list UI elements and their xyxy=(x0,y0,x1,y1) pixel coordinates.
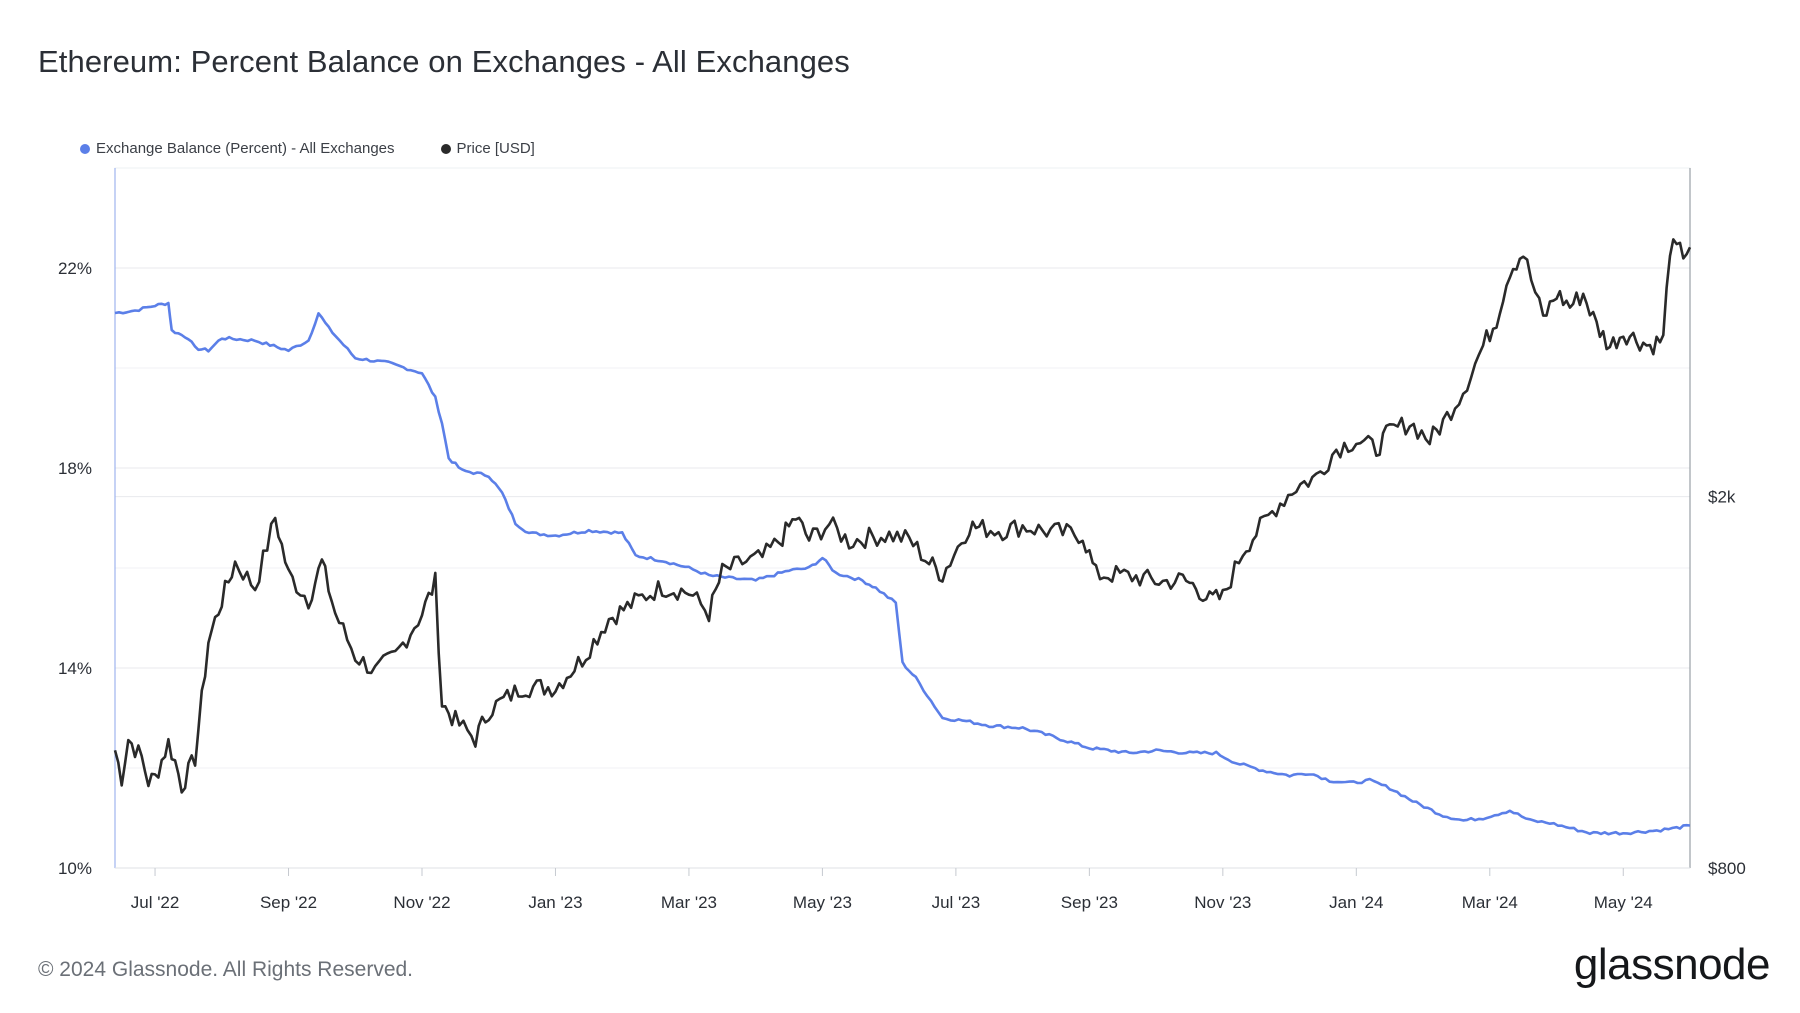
x-tick-label: Nov '22 xyxy=(393,893,450,912)
series-line-exchange-balance xyxy=(114,301,1691,836)
chart-title: Ethereum: Percent Balance on Exchanges -… xyxy=(38,44,850,79)
x-tick-label: Nov '23 xyxy=(1194,893,1251,912)
x-tick-label: Jul '22 xyxy=(131,893,180,912)
y-left-tick-label: 18% xyxy=(58,459,92,478)
legend-dot-icon xyxy=(80,143,90,154)
legend-label: Price [USD] xyxy=(456,140,535,157)
x-tick-label: May '23 xyxy=(793,893,852,912)
y-left-tick-label: 14% xyxy=(58,659,92,678)
legend-item-exchange-balance[interactable]: Exchange Balance (Percent) - All Exchang… xyxy=(80,140,395,157)
x-tick-label: Mar '24 xyxy=(1462,893,1518,912)
glassnode-logo[interactable]: glassnode xyxy=(1573,940,1771,989)
x-tick-label: Sep '23 xyxy=(1061,893,1118,912)
y-left-tick-label: 22% xyxy=(58,259,92,278)
x-tick-label: Jan '24 xyxy=(1329,893,1383,912)
y-right-tick-label: $800 xyxy=(1708,859,1746,878)
x-tick-label: Sep '22 xyxy=(260,893,317,912)
x-tick-label: Jul '23 xyxy=(932,893,981,912)
legend-item-price[interactable]: Price [USD] xyxy=(440,140,535,157)
legend: Exchange Balance (Percent) - All Exchang… xyxy=(80,140,581,157)
x-tick-label: Jan '23 xyxy=(528,893,582,912)
x-tick-label: May '24 xyxy=(1594,893,1653,912)
copyright-footer: © 2024 Glassnode. All Rights Reserved. xyxy=(38,958,414,981)
y-left-tick-label: 10% xyxy=(58,859,92,878)
legend-dot-icon xyxy=(440,143,451,154)
series-line-price xyxy=(113,238,1692,794)
x-tick-label: Mar '23 xyxy=(661,893,717,912)
y-right-tick-label: $2k xyxy=(1708,488,1736,507)
legend-label: Exchange Balance (Percent) - All Exchang… xyxy=(96,140,395,157)
plot-frame xyxy=(114,167,1691,869)
